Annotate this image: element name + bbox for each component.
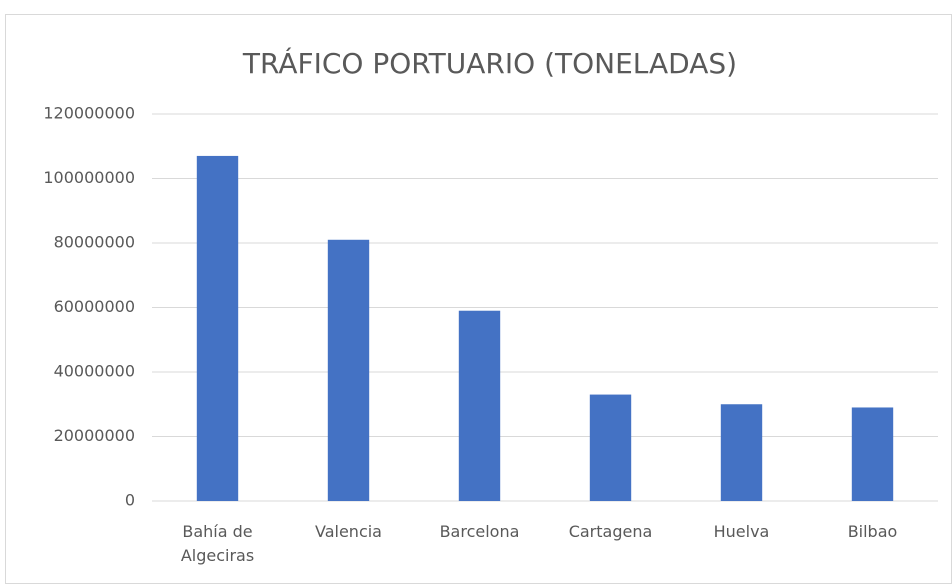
y-tick-label: 60000000 <box>54 297 135 316</box>
x-tick-label: Barcelona <box>439 522 520 541</box>
y-tick-label: 80000000 <box>54 233 135 252</box>
x-tick-label: Valencia <box>315 522 382 541</box>
x-tick-label: Cartagena <box>568 522 653 541</box>
x-tick-label: Bilbao <box>847 522 898 541</box>
bar <box>589 394 632 501</box>
y-tick-label: 20000000 <box>54 426 135 445</box>
x-tick-label: Bahía de Algeciras <box>180 522 255 565</box>
y-tick-label: 100000000 <box>43 168 135 187</box>
y-tick-label: 120000000 <box>43 104 135 123</box>
y-tick-label: 40000000 <box>54 362 135 381</box>
bar <box>327 239 370 501</box>
bar <box>458 310 501 501</box>
bar <box>851 407 894 501</box>
bar <box>720 404 763 501</box>
chart-title: TRÁFICO PORTUARIO (TONELADAS) <box>242 46 737 80</box>
bar <box>196 155 239 502</box>
x-tick-label: Huelva <box>713 522 770 541</box>
y-tick-label: 0 <box>125 491 135 510</box>
